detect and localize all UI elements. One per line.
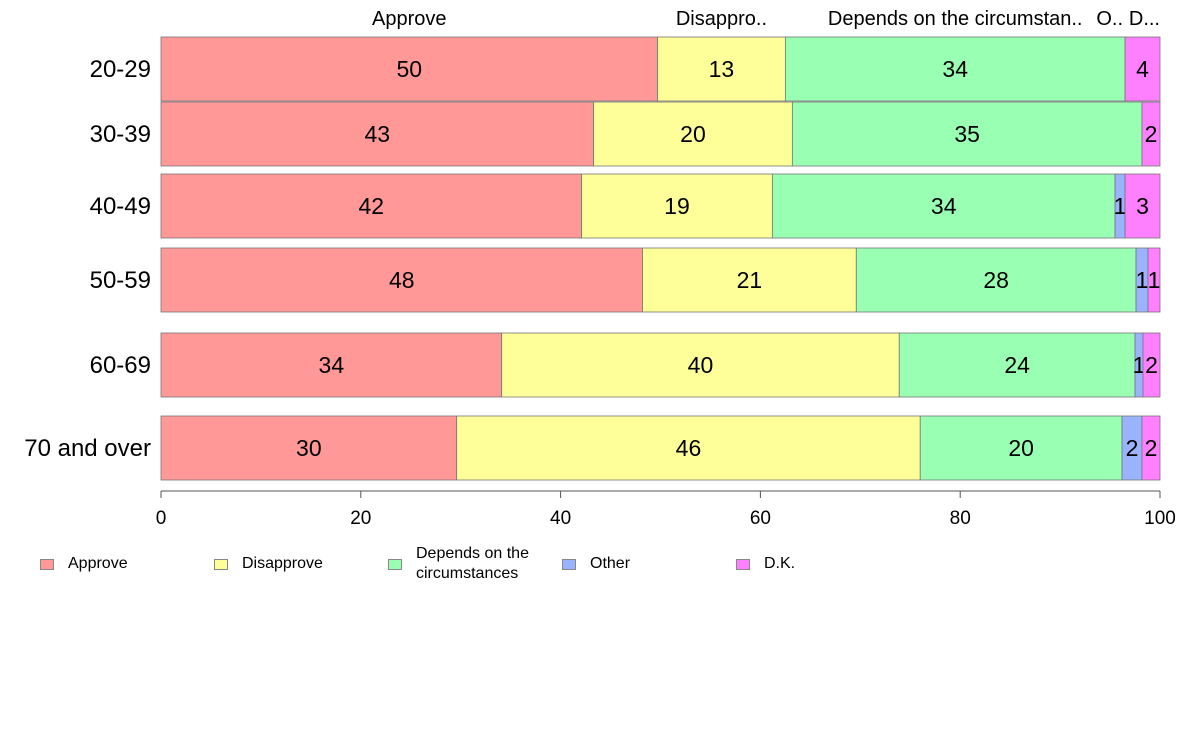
bar-4-1 xyxy=(501,332,900,398)
bar-2-2 xyxy=(771,173,1116,239)
bar-2-4 xyxy=(1124,173,1161,239)
bar-5-4 xyxy=(1141,415,1161,481)
bar-1-4 xyxy=(1141,101,1161,167)
data-label-3-0: 48 xyxy=(389,267,415,293)
category-label-0: 20-29 xyxy=(90,56,151,83)
top-label-2: Depends on the circumstan.. xyxy=(828,8,1083,30)
legend-item-1: Disapprove xyxy=(214,544,323,574)
bar-0-0 xyxy=(160,36,658,102)
category-label-1: 30-39 xyxy=(90,121,151,148)
x-tick-label-3: 60 xyxy=(750,508,771,529)
x-tick-label-4: 80 xyxy=(950,508,971,529)
bar-3-0 xyxy=(160,247,643,313)
category-label-2: 40-49 xyxy=(90,193,151,220)
bar-5-2 xyxy=(919,415,1123,481)
x-tick-label-1: 20 xyxy=(350,508,371,529)
legend-swatch-1 xyxy=(214,559,228,570)
x-axis: 0 20 40 60 80 100 xyxy=(156,490,1176,529)
x-tick-label-2: 40 xyxy=(550,508,571,529)
bar-4-2 xyxy=(898,332,1136,398)
legend-swatch-0 xyxy=(40,559,54,570)
data-label-0-1: 13 xyxy=(709,56,735,82)
top-series-labels: Approve Disappro.. Depends on the circumst… xyxy=(372,8,1160,30)
data-label-0-0: 50 xyxy=(396,56,422,82)
data-label-1-1: 20 xyxy=(680,121,706,147)
legend-item-0: Approve xyxy=(40,544,128,574)
bar-2-1 xyxy=(581,173,773,239)
bar-2-0 xyxy=(160,173,582,239)
data-label-5-3: 2 xyxy=(1126,435,1139,461)
data-label-1-4: 2 xyxy=(1145,121,1158,147)
data-label-3-1: 21 xyxy=(737,267,763,293)
data-label-5-1: 46 xyxy=(676,435,702,461)
bars-group: 50 13 34 443 20 35 242 19 34 1 348 21 28 1 134 40 24 1 230… xyxy=(160,36,1161,481)
bar-1-1 xyxy=(593,101,793,167)
bar-4-0 xyxy=(160,332,503,398)
legend-label-3: Other xyxy=(590,555,631,572)
bar-3-4 xyxy=(1147,247,1161,313)
category-label-3: 50-59 xyxy=(90,267,151,294)
x-tick-label-5: 100 xyxy=(1144,508,1176,529)
data-label-2-1: 19 xyxy=(664,193,690,219)
legend-label-1: Disapprove xyxy=(242,555,323,572)
legend-label-0: Approve xyxy=(68,555,128,572)
legend-item-3: Other xyxy=(562,544,630,574)
bar-0-1 xyxy=(657,36,786,102)
data-label-5-0: 30 xyxy=(296,435,322,461)
data-label-4-1: 40 xyxy=(688,352,714,378)
category-label-4: 60-69 xyxy=(90,352,151,379)
legend-label-2: Depends on the circumstances xyxy=(416,545,529,582)
top-label-4: D... xyxy=(1129,8,1160,30)
top-label-1: Disappro.. xyxy=(676,8,767,30)
bar-0-4 xyxy=(1124,36,1161,102)
legend-swatch-2 xyxy=(388,559,402,570)
data-label-4-3: 1 xyxy=(1133,352,1146,378)
data-label-2-4: 3 xyxy=(1136,193,1149,219)
data-label-4-4: 2 xyxy=(1145,352,1158,378)
bar-5-0 xyxy=(160,415,458,481)
data-label-2-3: 1 xyxy=(1114,193,1127,219)
top-label-0: Approve xyxy=(372,8,447,30)
bar-3-2 xyxy=(855,247,1137,313)
legend-item-2: Depends on the circumstances xyxy=(388,544,529,584)
category-labels: 20-29 30-39 40-49 50-59 60-69 70 and over xyxy=(24,56,151,462)
legend-swatch-4 xyxy=(736,559,750,570)
data-label-3-3: 1 xyxy=(1136,267,1149,293)
legend-label-4: D.K. xyxy=(764,555,796,572)
bar-4-4 xyxy=(1142,332,1161,398)
category-label-5: 70 and over xyxy=(24,435,151,462)
data-label-4-2: 24 xyxy=(1004,352,1030,378)
bar-1-2 xyxy=(791,101,1143,167)
data-label-2-0: 42 xyxy=(358,193,384,219)
data-label-0-4: 4 xyxy=(1136,56,1149,82)
data-label-5-4: 2 xyxy=(1145,435,1158,461)
top-label-3: O.. xyxy=(1096,8,1123,30)
bar-5-1 xyxy=(456,415,921,481)
data-label-5-2: 20 xyxy=(1008,435,1034,461)
data-label-1-2: 35 xyxy=(954,121,980,147)
bar-0-2 xyxy=(784,36,1126,102)
legend-swatch-3 xyxy=(562,559,576,570)
stacked-bar-chart: Approve Disappro.. Depends on the circumst… xyxy=(24,8,1176,529)
data-label-0-2: 34 xyxy=(942,56,968,82)
bar-1-0 xyxy=(160,101,594,167)
data-label-2-2: 34 xyxy=(931,193,957,219)
x-tick-label-0: 0 xyxy=(156,508,167,529)
legend-item-4: D.K. xyxy=(736,544,795,574)
data-label-4-0: 34 xyxy=(319,352,345,378)
data-label-3-4: 1 xyxy=(1148,267,1161,293)
legend: Approve Disapprove Depends on the circumst… xyxy=(40,544,1140,594)
data-label-3-2: 28 xyxy=(983,267,1009,293)
data-label-1-0: 43 xyxy=(364,121,390,147)
